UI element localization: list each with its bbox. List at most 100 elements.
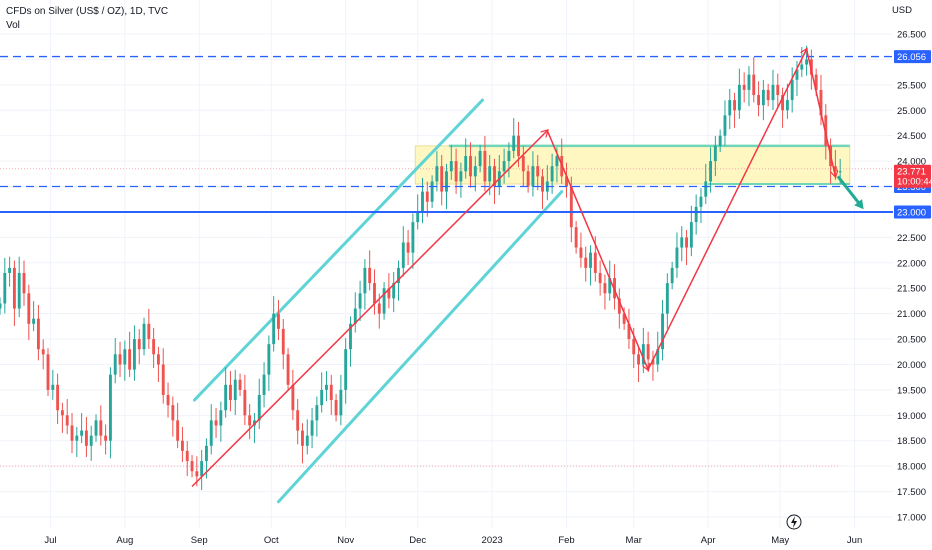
candle-body: [598, 272, 602, 284]
symbol-title[interactable]: CFDs on Silver (US$ / OZ), 1D, TVC: [6, 6, 169, 17]
candle-body: [152, 339, 156, 355]
candle-body: [469, 156, 472, 177]
candle-body: [8, 267, 12, 273]
candle-body: [397, 267, 400, 284]
candle-body: [243, 389, 247, 416]
candle-body: [651, 359, 655, 365]
candle-body: [353, 308, 357, 324]
candle-body: [550, 166, 554, 182]
candle-body: [171, 405, 175, 421]
candle-body: [128, 349, 132, 370]
candle-body: [761, 89, 765, 106]
x-tick-label: Oct: [264, 535, 279, 546]
x-tick-label: Jul: [44, 535, 56, 546]
candle-body: [790, 79, 794, 101]
candle-body: [32, 318, 36, 324]
y-tick-label: 20.500: [897, 335, 926, 346]
candle-body: [195, 471, 199, 477]
candle-body: [190, 461, 194, 472]
candle-body: [478, 150, 482, 167]
candle-body: [0, 303, 2, 309]
candle-body: [41, 349, 45, 355]
candle-body: [464, 156, 468, 172]
candle-body: [377, 303, 381, 314]
candle-body: [291, 384, 295, 411]
candle-body: [699, 196, 703, 207]
channel-line: [192, 98, 485, 402]
candle-body: [800, 64, 804, 70]
x-tick-label: Aug: [116, 535, 133, 546]
y-tick-label: 18.000: [897, 462, 926, 473]
candle-body: [267, 344, 271, 375]
candle-body: [713, 145, 717, 162]
candle-body: [142, 323, 146, 350]
candle-body: [147, 323, 151, 340]
candle-body: [507, 150, 511, 162]
candle-body: [296, 410, 300, 431]
candle-body: [473, 166, 477, 177]
candle-body: [709, 161, 712, 182]
y-tick-label: 21.500: [897, 284, 926, 295]
candle-body: [646, 344, 650, 360]
candle-body: [694, 206, 698, 223]
candle-body: [512, 135, 516, 151]
candle-body: [449, 161, 453, 172]
candle-body: [70, 425, 74, 441]
price-axis[interactable]: 17.000 17.500 18.000 18.500 19.000 19.500 20.0…: [897, 30, 926, 524]
y-tick-label: 24.500: [897, 131, 926, 142]
candle-body: [368, 267, 372, 284]
candle-body: [358, 293, 362, 309]
candle-body: [99, 420, 103, 436]
candle-body: [349, 323, 352, 350]
y-tick-label: 26.500: [897, 30, 926, 41]
x-tick-label: May: [771, 535, 789, 546]
candle-body: [248, 415, 252, 426]
candle-body: [27, 293, 31, 324]
candle-body: [123, 349, 127, 365]
candle-body: [704, 181, 708, 197]
candle-body: [565, 176, 568, 187]
chart-header: CFDs on Silver (US$ / OZ), 1D, TVC Vol: [6, 5, 168, 33]
candle-body: [608, 278, 612, 294]
candle-body: [603, 283, 607, 294]
candle-body: [718, 135, 722, 146]
time-axis[interactable]: Jul Aug Sep Oct Nov Dec 2023 Feb Mar Apr May Jun: [44, 535, 862, 546]
badge-26056-bg: [894, 50, 931, 64]
candle-body: [65, 415, 69, 426]
candle-body: [521, 156, 525, 172]
candle-body: [209, 420, 213, 446]
candle-body: [373, 283, 376, 304]
candle-body: [315, 405, 319, 421]
badge-23000-bg: [894, 205, 931, 219]
candle-body: [502, 161, 506, 172]
candle-body: [233, 379, 237, 401]
candle-body: [387, 288, 391, 299]
candle-body: [46, 354, 50, 390]
candle-body: [454, 161, 458, 182]
projection-arrow: [836, 175, 864, 210]
x-tick-label: Feb: [558, 535, 574, 546]
candle-body: [584, 257, 588, 268]
candle-body: [488, 166, 492, 182]
candle-body: [445, 171, 448, 192]
dotted-levels: [0, 168, 893, 467]
candle-body: [555, 156, 559, 167]
candle-body: [113, 354, 117, 375]
candle-body: [622, 313, 626, 324]
channel-lines: [192, 98, 564, 504]
candle-body: [392, 283, 396, 299]
lightning-icon[interactable]: [786, 514, 802, 530]
candle-body: [89, 435, 93, 446]
candle-body: [670, 267, 674, 284]
candle-body: [483, 150, 487, 182]
candle-body: [200, 461, 204, 477]
candle-body: [685, 237, 688, 248]
volume-label[interactable]: Vol: [6, 20, 20, 31]
candle-body: [181, 440, 184, 451]
candle-body: [12, 267, 16, 309]
x-tick-label: Nov: [337, 535, 354, 546]
candle-body: [75, 435, 79, 441]
